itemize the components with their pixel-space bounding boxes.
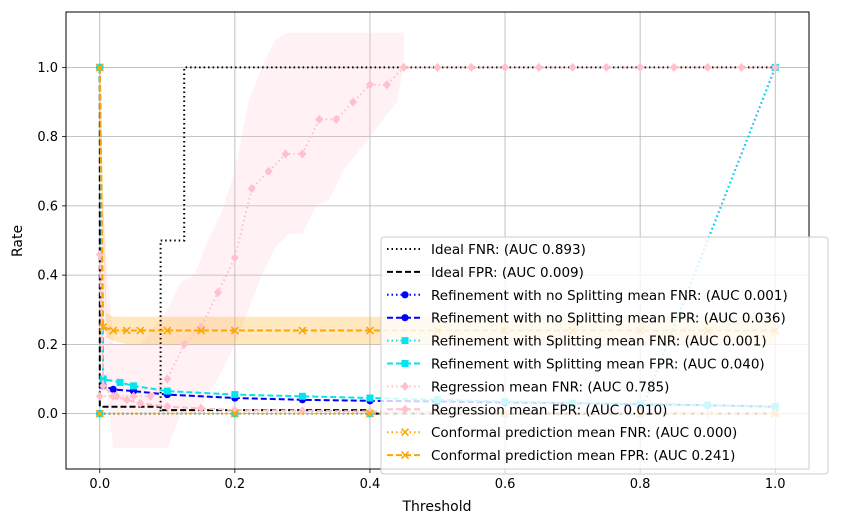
data-point — [122, 326, 131, 335]
data-point — [365, 326, 375, 335]
legend-marker — [401, 360, 409, 367]
legend-entry: Conformal prediction mean FPR: (AUC 0.24… — [431, 448, 735, 464]
data-point — [197, 403, 206, 413]
series-line — [99, 66, 776, 398]
legend-entry: Ideal FNR: (AUC 0.893) — [431, 242, 586, 258]
confidence-band — [99, 32, 404, 449]
x-tick-label: 0.4 — [360, 477, 381, 492]
data-point — [669, 62, 678, 72]
data-point — [180, 339, 189, 349]
series-line — [98, 67, 776, 408]
data-point — [136, 326, 145, 335]
legend-entry: Regression mean FNR: (AUC 0.785) — [431, 379, 669, 395]
data-point — [95, 409, 104, 418]
y-tick-label: 0.4 — [37, 269, 58, 284]
data-point — [116, 378, 124, 386]
legend-marker — [401, 404, 409, 414]
data-point — [136, 398, 145, 408]
data-point — [534, 62, 543, 72]
data-point — [99, 381, 108, 391]
legend-marker — [400, 428, 410, 437]
y-tick-label: 0.8 — [37, 130, 58, 145]
legend: Ideal FNR: (AUC 0.893) Ideal FPR: (AUC 0.… — [380, 236, 829, 475]
data-point — [230, 409, 239, 418]
data-point — [467, 62, 476, 72]
data-point — [163, 326, 172, 335]
legend-box — [380, 236, 829, 475]
data-point — [315, 114, 324, 124]
data-point — [264, 166, 273, 176]
legend-marker — [401, 314, 409, 322]
data-point — [349, 97, 358, 107]
data-point — [163, 387, 171, 395]
data-point — [298, 392, 306, 400]
data-point — [130, 382, 138, 390]
x-tick-label: 0.0 — [89, 477, 110, 492]
y-tick-label: 0.0 — [37, 407, 58, 422]
x-axis-label: Threshold — [402, 499, 472, 515]
data-point — [366, 394, 374, 402]
data-point — [163, 374, 172, 384]
x-tick-label: 0.2 — [225, 477, 246, 492]
data-point — [501, 62, 510, 72]
data-point — [213, 287, 222, 297]
data-point — [771, 62, 780, 72]
data-point — [568, 62, 577, 72]
x-tick-label: 1.0 — [765, 477, 786, 492]
legend-marker — [400, 451, 410, 460]
legend-entry: Conformal prediction mean FNR: (AUC 0.00… — [431, 425, 737, 441]
data-point — [332, 114, 341, 124]
axis-ticks: 0.0 0.2 0.4 0.6 0.8 1.0 0.0 0.2 0.4 0.6 0.8 1.0 — [37, 61, 785, 492]
data-point — [231, 391, 239, 399]
legend-entry: Refinement with no Splitting mean FNR: (… — [431, 288, 788, 304]
legend-entry: Ideal FPR: (AUC 0.009) — [431, 265, 584, 281]
data-point — [399, 62, 408, 72]
data-point — [109, 391, 118, 401]
data-point — [636, 62, 645, 72]
data-point — [433, 62, 442, 72]
x-tick-label: 0.6 — [495, 477, 516, 492]
x-tick-label: 0.8 — [630, 477, 651, 492]
data-point — [146, 391, 155, 401]
legend-entry: Refinement with Splitting mean FNR: (AUC… — [431, 334, 767, 350]
data-point — [95, 63, 104, 72]
legend-marker — [401, 291, 409, 299]
series-line — [98, 67, 776, 332]
data-point — [109, 326, 118, 335]
y-tick-label: 1.0 — [37, 61, 58, 76]
data-point — [298, 406, 307, 416]
data-point — [365, 409, 375, 418]
y-tick-label: 0.2 — [37, 338, 58, 353]
legend-marker — [401, 337, 409, 345]
data-point — [703, 62, 712, 72]
data-point — [365, 80, 374, 90]
data-point — [737, 62, 746, 72]
data-point — [230, 253, 239, 263]
data-point — [163, 402, 172, 412]
data-point — [109, 385, 117, 393]
legend-entry: Regression mean FPR: (AUC 0.010) — [431, 402, 667, 418]
data-point — [197, 326, 206, 335]
data-point — [129, 391, 138, 401]
data-point — [382, 80, 391, 90]
data-point — [99, 375, 107, 383]
data-point — [602, 62, 611, 72]
y-axis-label: Rate — [10, 225, 26, 257]
legend-entry: Refinement with Splitting mean FPR: (AUC… — [431, 357, 765, 373]
legend-marker — [401, 381, 409, 391]
series-6 — [95, 62, 780, 401]
data-point — [247, 184, 256, 194]
data-point — [99, 322, 108, 332]
data-point — [298, 149, 307, 159]
data-point — [298, 326, 307, 335]
data-point — [281, 149, 290, 159]
data-point — [122, 395, 131, 405]
y-tick-label: 0.6 — [37, 199, 58, 214]
data-point — [95, 391, 104, 401]
data-point — [230, 326, 239, 335]
legend-entry: Refinement with no Splitting mean FPR: (… — [431, 311, 786, 327]
data-point — [365, 407, 374, 417]
